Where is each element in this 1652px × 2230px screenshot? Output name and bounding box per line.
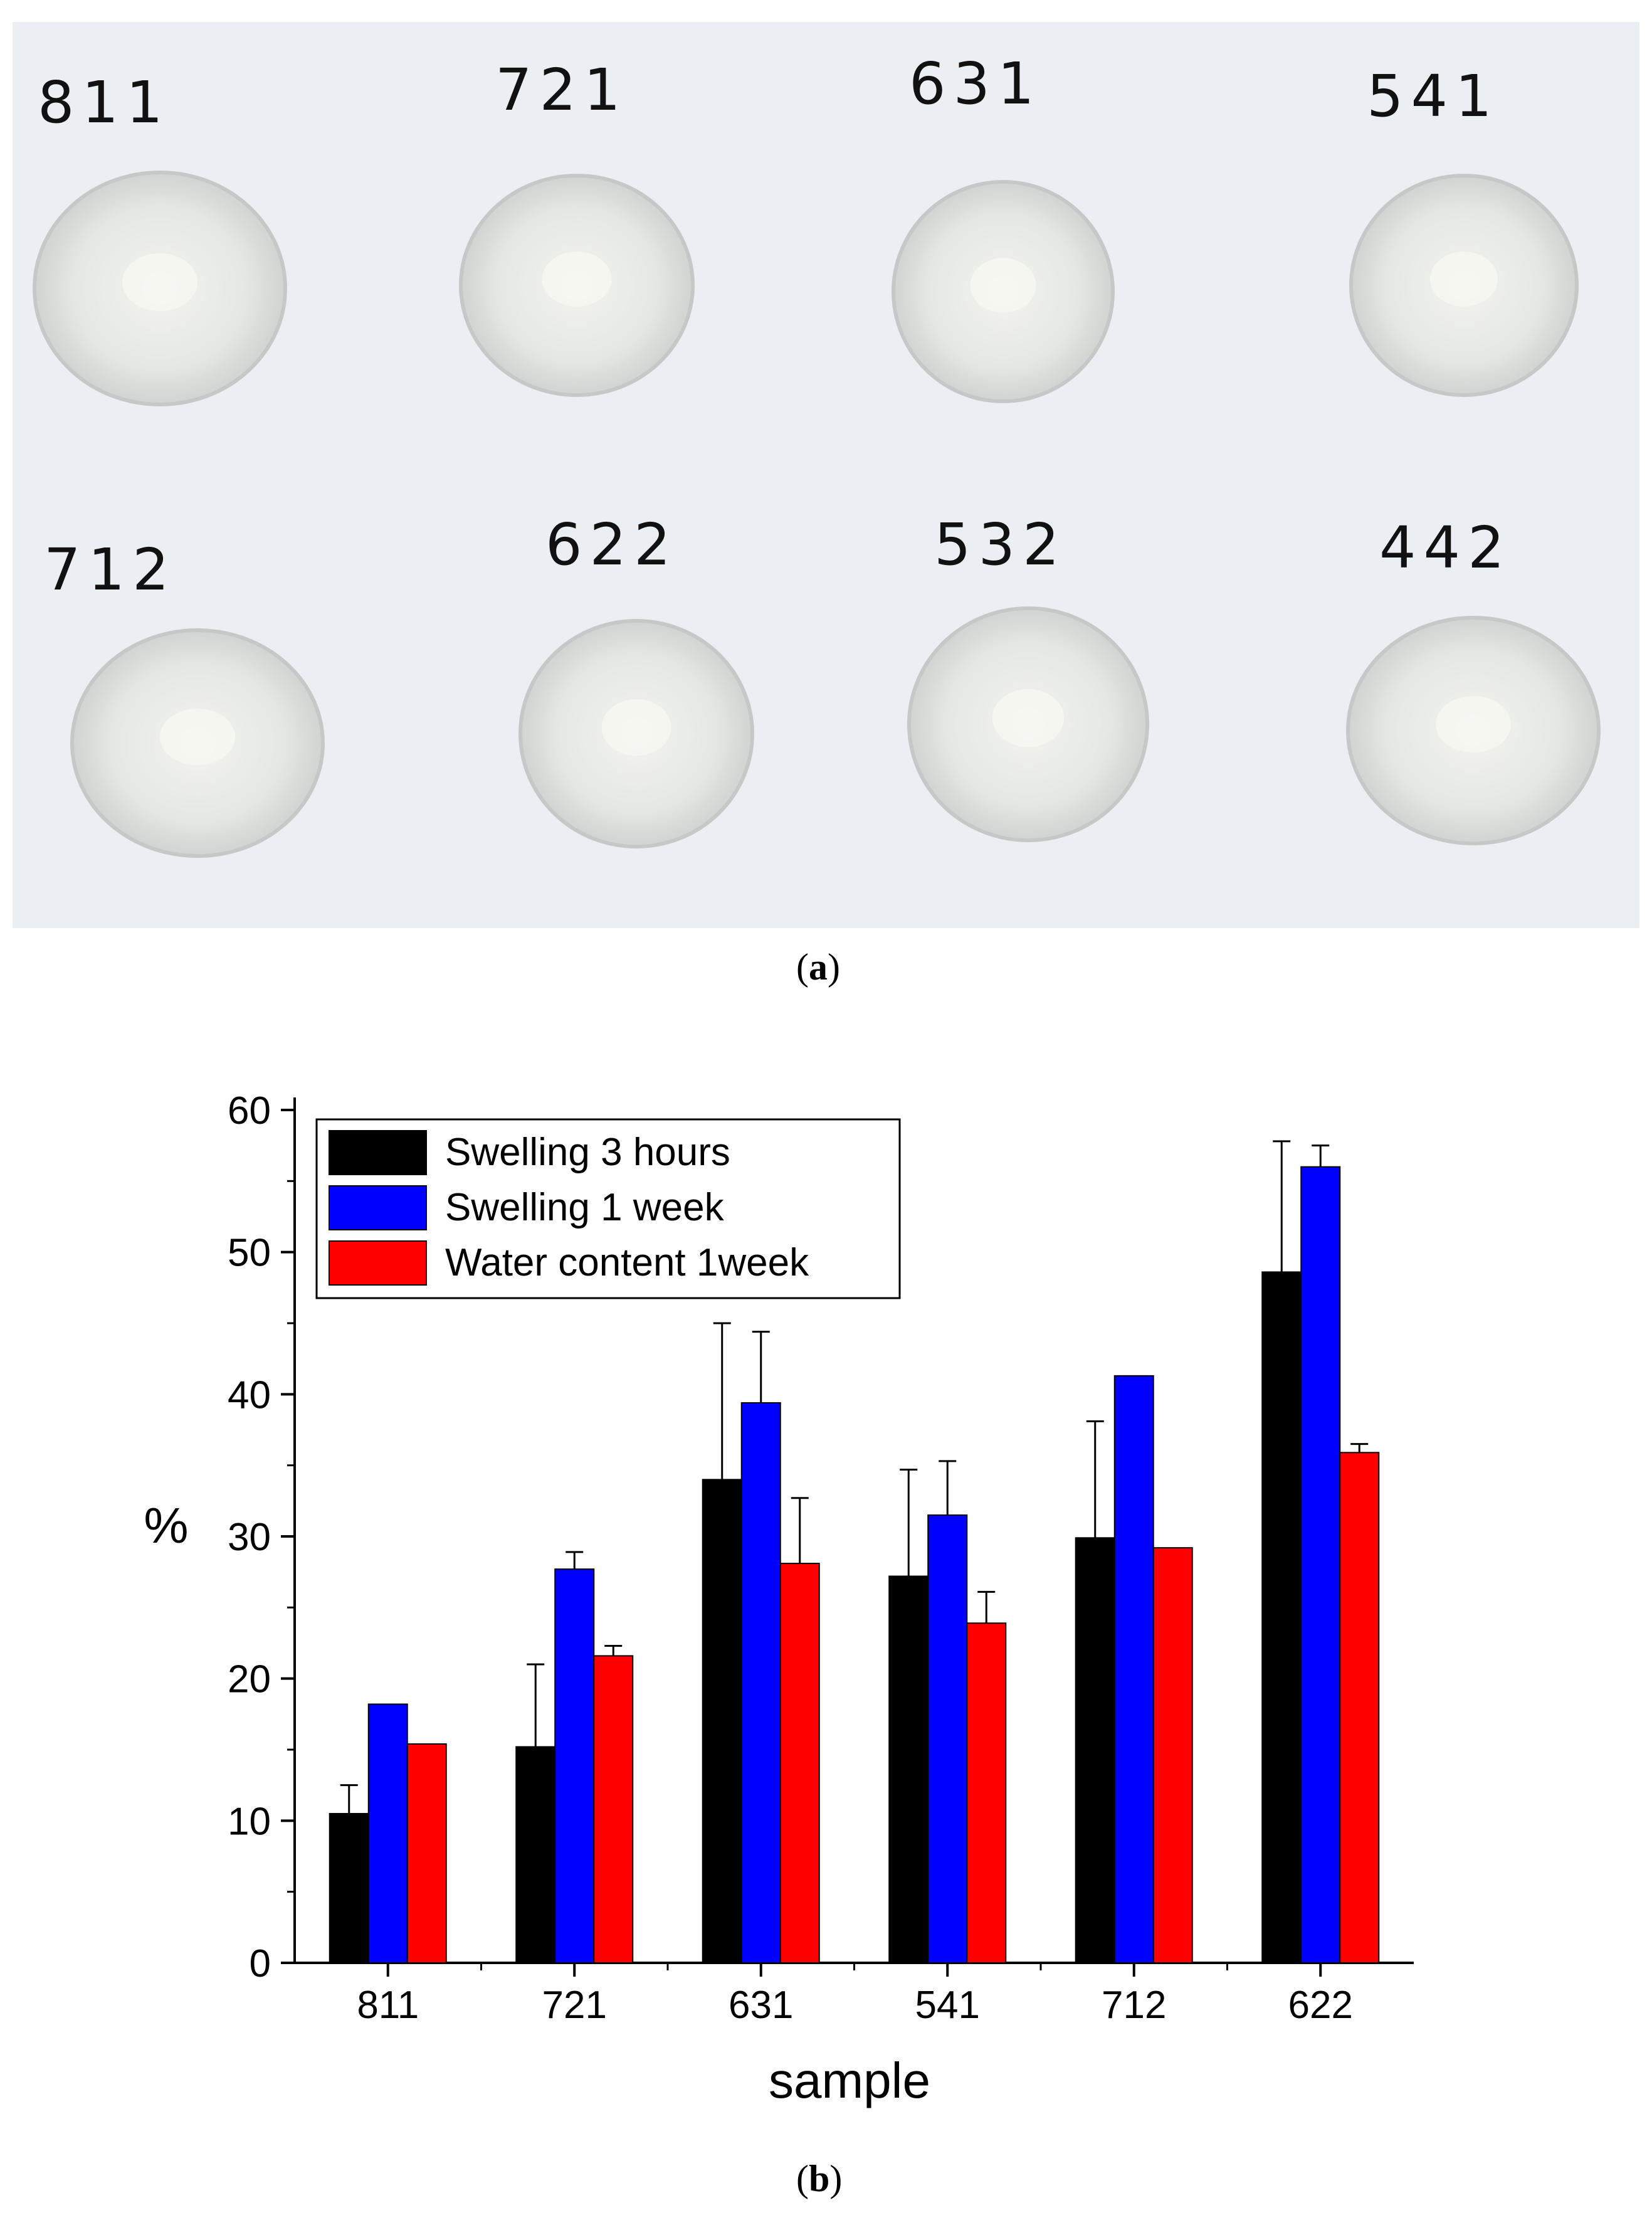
bar-swelling-3-hours-622 xyxy=(1261,1271,1302,1963)
y-tick-label: 60 xyxy=(228,1089,271,1133)
sample-label-721: 721 xyxy=(495,56,628,124)
x-tick-label: 712 xyxy=(1102,1984,1166,2027)
bar-swelling-3-hours-721 xyxy=(515,1746,556,1963)
x-axis-label: sample xyxy=(769,2053,930,2108)
x-tick-label: 622 xyxy=(1288,1984,1353,2027)
y-tick-label: 20 xyxy=(228,1658,271,1701)
bar-swelling-1-week-622 xyxy=(1300,1166,1341,1964)
disc-622-center xyxy=(601,699,671,756)
caption-a-letter: a xyxy=(808,946,828,988)
caption-a: (a) xyxy=(796,946,840,988)
caption-b: (b) xyxy=(796,2158,843,2199)
hydrogel-photo: 811 721 631 541 712 622 532 442 xyxy=(13,22,1639,928)
legend-swatch xyxy=(329,1240,427,1286)
sample-label-712: 712 xyxy=(44,536,177,603)
bar-water-content-1week-631 xyxy=(779,1563,820,1963)
bar-swelling-1-week-712 xyxy=(1113,1375,1154,1963)
bar-water-content-1week-721 xyxy=(593,1655,634,1964)
y-tick-label: 50 xyxy=(228,1232,271,1275)
bar-swelling-1-week-721 xyxy=(554,1568,595,1963)
disc-541-center xyxy=(1430,251,1498,307)
x-tick-label: 541 xyxy=(915,1984,980,2027)
legend-swatch xyxy=(329,1130,427,1175)
bar-water-content-1week-712 xyxy=(1152,1547,1193,1963)
sample-label-442: 442 xyxy=(1379,514,1512,581)
disc-811-center xyxy=(122,253,197,312)
x-tick-label: 721 xyxy=(542,1984,607,2027)
disc-712-center xyxy=(160,709,235,765)
y-tick-label: 10 xyxy=(228,1800,271,1843)
sample-label-541: 541 xyxy=(1367,63,1500,130)
sample-label-532: 532 xyxy=(934,511,1067,578)
caption-b-letter: b xyxy=(808,2158,830,2199)
bar-swelling-3-hours-631 xyxy=(702,1479,742,1963)
bar-swelling-1-week-631 xyxy=(740,1402,781,1963)
y-tick-label: 30 xyxy=(228,1516,271,1559)
sample-label-631: 631 xyxy=(909,50,1042,117)
legend-label: Water content 1week xyxy=(445,1241,809,1284)
disc-721-center xyxy=(542,251,612,307)
sample-label-811: 811 xyxy=(38,69,171,136)
legend-label: Swelling 3 hours xyxy=(445,1131,730,1174)
bar-swelling-1-week-541 xyxy=(927,1514,968,1963)
y-tick-label: 0 xyxy=(250,1942,271,1985)
bar-swelling-3-hours-712 xyxy=(1075,1537,1115,1963)
bar-swelling-1-week-811 xyxy=(367,1703,408,1963)
bar-water-content-1week-811 xyxy=(406,1743,447,1964)
legend-label: Swelling 1 week xyxy=(445,1186,725,1229)
y-axis-label: % xyxy=(144,1498,188,1553)
bar-water-content-1week-622 xyxy=(1339,1452,1380,1963)
x-tick-label: 811 xyxy=(357,1984,419,2027)
x-tick-label: 631 xyxy=(729,1984,793,2027)
disc-631-center xyxy=(970,258,1036,313)
sample-label-622: 622 xyxy=(545,511,678,578)
bar-swelling-3-hours-811 xyxy=(329,1813,369,1963)
y-tick-label: 40 xyxy=(228,1373,271,1417)
legend-swatch xyxy=(329,1185,427,1230)
bar-swelling-3-hours-541 xyxy=(888,1575,929,1963)
disc-532-center xyxy=(992,689,1064,748)
bar-chart: 0 10 20 30 40 50 60 811 721 631 541 712 622 Swelling… xyxy=(144,1089,1414,2108)
bar-water-content-1week-541 xyxy=(966,1622,1007,1963)
disc-442-center xyxy=(1436,696,1511,753)
